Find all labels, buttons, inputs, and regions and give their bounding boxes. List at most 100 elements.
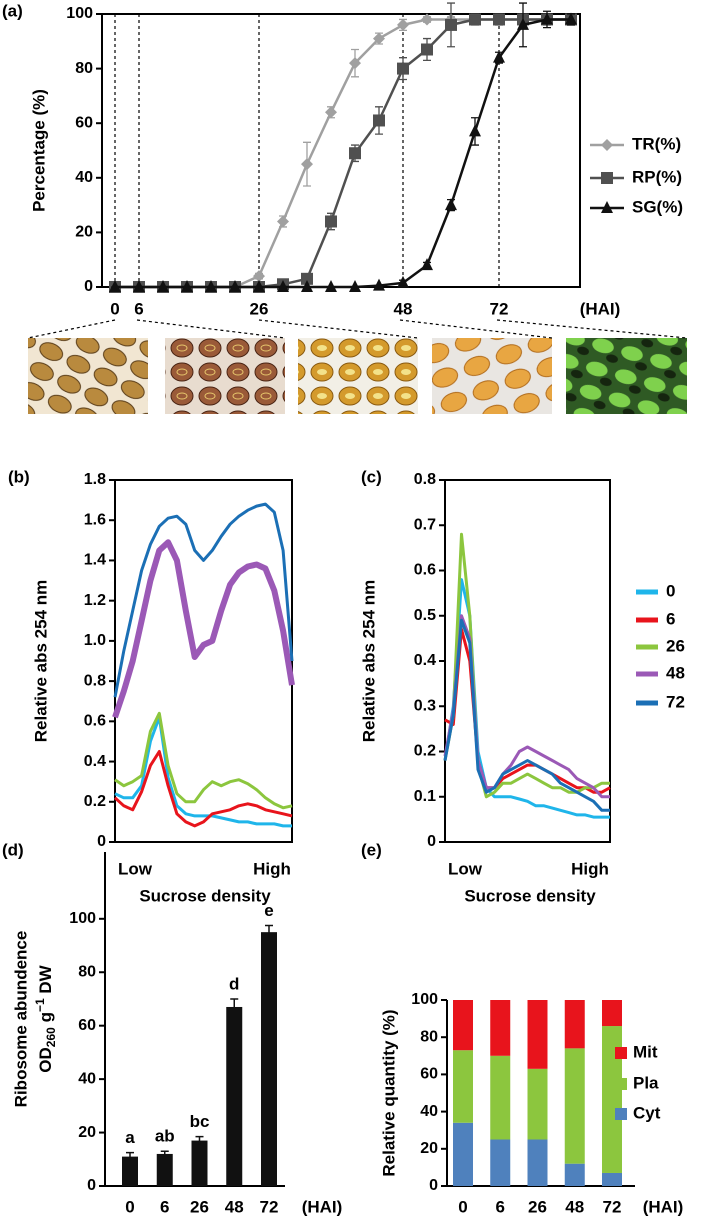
marker bbox=[445, 18, 457, 31]
legend-label: 26 bbox=[666, 636, 685, 655]
annotation: e bbox=[264, 901, 273, 920]
x-tick-label: 6 bbox=[496, 1197, 505, 1216]
annotation: a bbox=[125, 1128, 135, 1147]
legend-label: 48 bbox=[666, 663, 685, 682]
bar-segment bbox=[490, 1055, 511, 1140]
photo bbox=[165, 338, 285, 414]
x-axis-title: Sucrose density bbox=[464, 886, 596, 905]
legend-label: 6 bbox=[666, 609, 675, 628]
bar bbox=[191, 1140, 208, 1186]
marker bbox=[565, 12, 577, 25]
y-tick-label: 40 bbox=[420, 1103, 438, 1120]
photo-connectors bbox=[27, 319, 688, 339]
y-axis-title-part: DW bbox=[36, 964, 55, 998]
annotation: ab bbox=[155, 1127, 175, 1146]
series-line bbox=[112, 539, 295, 719]
marker bbox=[493, 13, 505, 26]
marker bbox=[421, 258, 433, 271]
x-tick-label: Low bbox=[448, 859, 483, 878]
bar bbox=[226, 1006, 243, 1186]
series-line bbox=[113, 750, 293, 828]
marker bbox=[373, 114, 385, 127]
marker bbox=[349, 147, 361, 160]
legend-label: Cyt bbox=[633, 1103, 661, 1122]
marker bbox=[493, 50, 505, 63]
y-axis-title: Relative abs 254 nm bbox=[359, 580, 378, 743]
y-axis-title: Relative abs 254 nm bbox=[31, 580, 50, 743]
x-tick-label: 6 bbox=[160, 1197, 169, 1216]
error-bar bbox=[160, 1150, 169, 1157]
bar-segment bbox=[527, 1068, 548, 1140]
marker bbox=[301, 280, 313, 292]
marker bbox=[205, 280, 217, 292]
panel-label: (a) bbox=[2, 1, 23, 20]
y-axis-title: Relative quantity (%) bbox=[379, 1009, 398, 1176]
bar bbox=[156, 1153, 173, 1186]
y-axis-title: OD260 g−1 DW bbox=[33, 964, 58, 1072]
bar-segment bbox=[527, 1000, 548, 1069]
y-axis-title-part: g bbox=[36, 1012, 55, 1027]
legend-swatch bbox=[615, 1078, 627, 1090]
marker bbox=[229, 280, 241, 292]
bar-segment bbox=[490, 1000, 511, 1056]
x-tick-label: Low bbox=[118, 859, 153, 878]
error-bar bbox=[265, 924, 273, 939]
y-tick-label: 0.6 bbox=[414, 562, 436, 579]
error-bar bbox=[195, 1135, 204, 1145]
marker bbox=[349, 280, 361, 292]
connector bbox=[258, 319, 419, 339]
marker bbox=[301, 272, 313, 285]
photo bbox=[566, 338, 687, 414]
annotation: d bbox=[229, 974, 239, 993]
marker bbox=[469, 124, 481, 137]
bar-segment bbox=[564, 1000, 585, 1049]
legend-label: 0 bbox=[666, 581, 675, 600]
x-tick-label: 72 bbox=[603, 1197, 622, 1216]
x-tick-label: High bbox=[571, 859, 609, 878]
y-tick-label: 80 bbox=[75, 60, 93, 77]
marker bbox=[325, 215, 337, 228]
y-tick-label: 20 bbox=[75, 224, 93, 241]
y-tick-label: 0.6 bbox=[84, 713, 106, 730]
bar-segment bbox=[453, 1000, 473, 1051]
legend-marker bbox=[601, 172, 613, 184]
connector bbox=[496, 319, 688, 339]
legend-label: Pla bbox=[633, 1073, 659, 1092]
annotation: bc bbox=[190, 1112, 210, 1131]
legend-label: Mit bbox=[633, 1042, 658, 1061]
y-axis-title-part: OD bbox=[36, 1047, 55, 1073]
marker bbox=[517, 17, 529, 30]
x-axis-title: (HAI) bbox=[580, 299, 621, 318]
marker bbox=[325, 280, 337, 292]
y-tick-label: 0.8 bbox=[414, 471, 436, 488]
marker bbox=[109, 280, 121, 292]
y-tick-label: 0.4 bbox=[414, 652, 436, 669]
legend-marker bbox=[601, 139, 613, 151]
x-tick-label: High bbox=[253, 859, 291, 878]
connector bbox=[399, 319, 553, 339]
marker bbox=[397, 18, 409, 31]
x-tick-label: 26 bbox=[190, 1197, 209, 1216]
marker bbox=[349, 57, 361, 70]
marker bbox=[133, 280, 145, 292]
y-tick-label: 1.2 bbox=[84, 592, 106, 609]
y-tick-label: 60 bbox=[78, 1017, 96, 1034]
y-tick-label: 40 bbox=[75, 169, 93, 186]
photo bbox=[432, 338, 552, 414]
series-line bbox=[114, 715, 292, 828]
series-line bbox=[114, 711, 293, 810]
x-axis-title: (HAI) bbox=[302, 1197, 343, 1216]
marker bbox=[301, 158, 313, 171]
y-tick-label: 60 bbox=[75, 114, 93, 131]
y-tick-label: 80 bbox=[420, 1028, 438, 1045]
x-tick-label: 0 bbox=[110, 299, 119, 318]
x-tick-label: 0 bbox=[458, 1197, 467, 1216]
y-tick-label: 0.2 bbox=[414, 743, 436, 760]
x-tick-label: 26 bbox=[528, 1197, 547, 1216]
marker bbox=[325, 106, 337, 119]
y-tick-label: 0.1 bbox=[414, 788, 436, 805]
marker bbox=[277, 280, 289, 292]
y-tick-label: 1.0 bbox=[84, 632, 106, 649]
series-line bbox=[443, 618, 610, 812]
x-tick-label: 48 bbox=[565, 1197, 584, 1216]
